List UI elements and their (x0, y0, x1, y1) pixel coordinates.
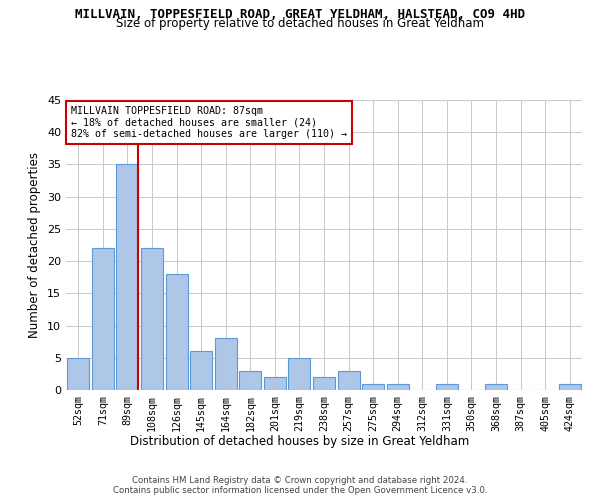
Bar (436, 384, 458, 390)
Bar (362, 384, 384, 390)
Bar (190, 352, 212, 390)
Y-axis label: Number of detached properties: Number of detached properties (28, 152, 41, 338)
Text: Distribution of detached houses by size in Great Yeldham: Distribution of detached houses by size … (130, 435, 470, 448)
Bar (559, 384, 581, 390)
Bar (116, 164, 139, 390)
Bar (338, 370, 359, 390)
Bar (141, 248, 163, 390)
Bar (166, 274, 188, 390)
Bar (92, 248, 114, 390)
Bar (386, 384, 409, 390)
Text: Size of property relative to detached houses in Great Yeldham: Size of property relative to detached ho… (116, 18, 484, 30)
Bar (67, 358, 89, 390)
Bar (215, 338, 237, 390)
Bar (239, 370, 262, 390)
Text: Contains public sector information licensed under the Open Government Licence v3: Contains public sector information licen… (113, 486, 487, 495)
Bar (485, 384, 507, 390)
Bar (264, 377, 286, 390)
Text: Contains HM Land Registry data © Crown copyright and database right 2024.: Contains HM Land Registry data © Crown c… (132, 476, 468, 485)
Bar (313, 377, 335, 390)
Text: MILLVAIN TOPPESFIELD ROAD: 87sqm
← 18% of detached houses are smaller (24)
82% o: MILLVAIN TOPPESFIELD ROAD: 87sqm ← 18% o… (71, 106, 347, 139)
Bar (289, 358, 310, 390)
Text: MILLVAIN, TOPPESFIELD ROAD, GREAT YELDHAM, HALSTEAD, CO9 4HD: MILLVAIN, TOPPESFIELD ROAD, GREAT YELDHA… (75, 8, 525, 20)
